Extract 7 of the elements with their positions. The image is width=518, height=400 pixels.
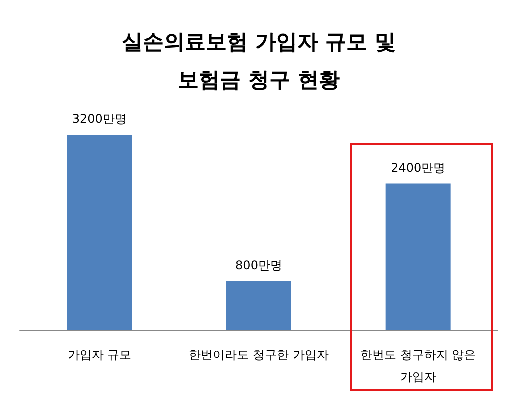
chart-title: 실손의료보험 가입자 규모 및 보험금 청구 현황 [122, 30, 396, 92]
x-tick-label: 한번도 청구하지 않은 가입자 [360, 348, 476, 384]
data-label: 3200만명 [72, 112, 127, 126]
x-tick-label: 가입자 규모 [68, 348, 132, 362]
data-label: 2400만명 [391, 160, 446, 175]
data-label: 800만명 [236, 258, 282, 272]
x-tick-label: 한번이라도 청구한 가입자 [189, 348, 329, 362]
